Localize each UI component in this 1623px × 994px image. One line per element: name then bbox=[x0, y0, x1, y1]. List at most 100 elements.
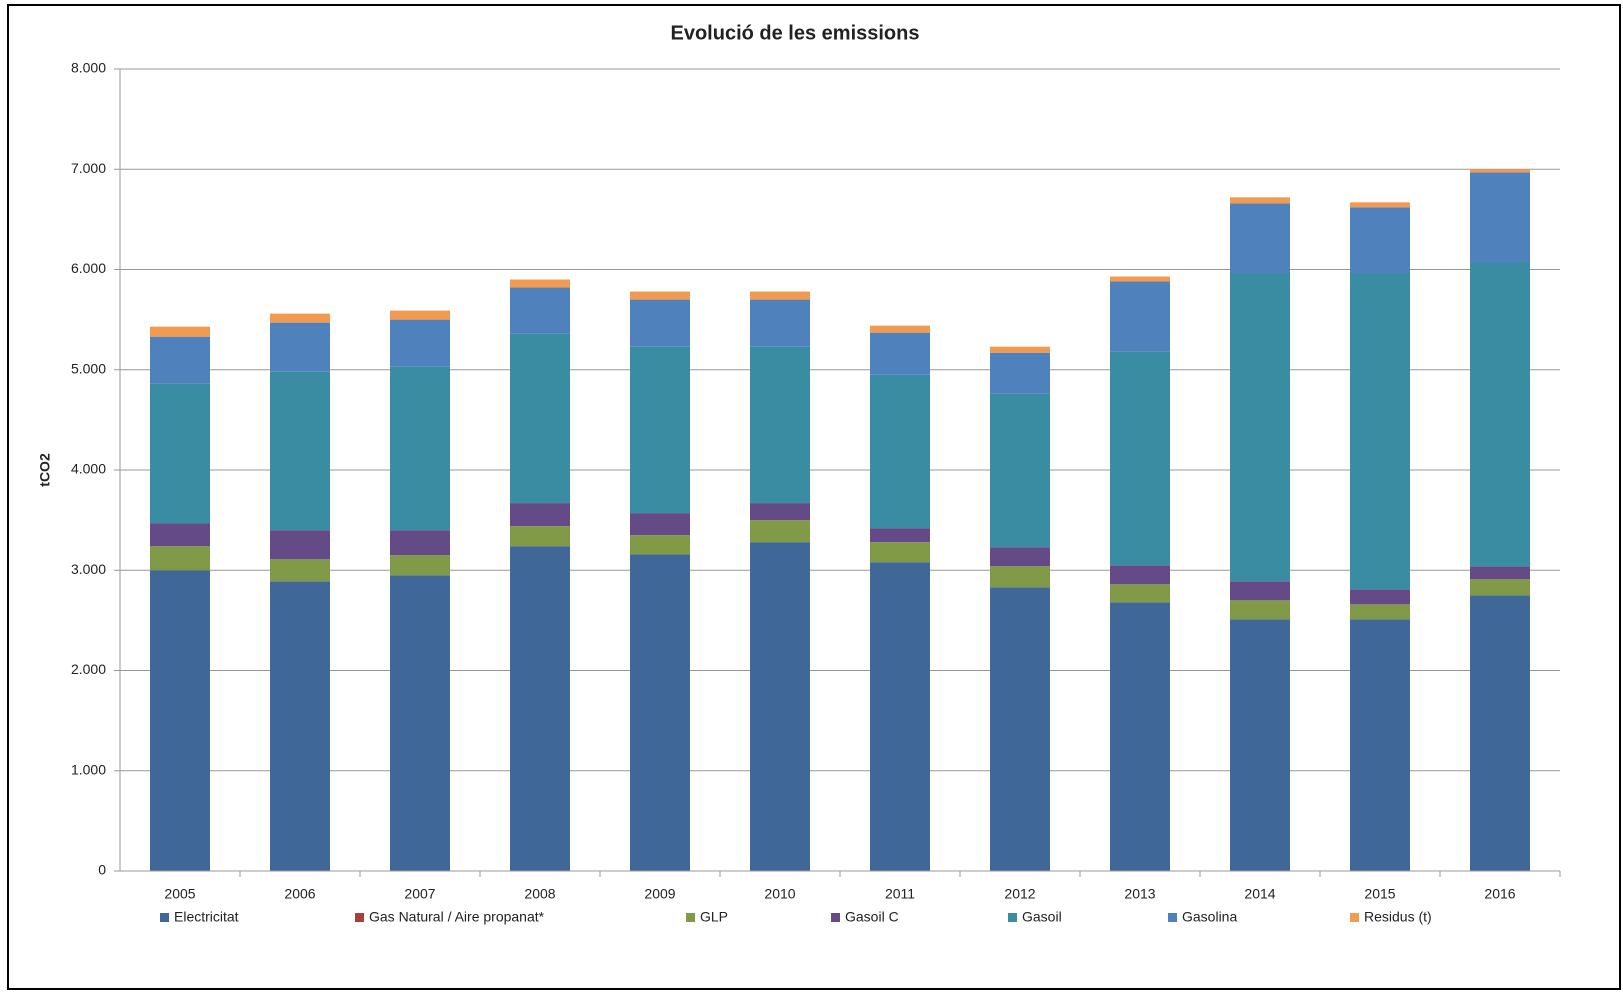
legend-swatch bbox=[831, 913, 840, 922]
x-tick-label: 2014 bbox=[1244, 886, 1275, 902]
y-tick-label: 6.000 bbox=[71, 260, 106, 276]
bar-segment bbox=[510, 526, 570, 547]
bar-segment bbox=[870, 325, 930, 333]
bar-segment bbox=[750, 291, 810, 300]
bar-segment bbox=[150, 326, 210, 337]
bar-segment bbox=[1230, 600, 1290, 620]
legend-label: Gasoil C bbox=[845, 909, 899, 925]
bar-segment bbox=[630, 291, 690, 300]
bar-segment bbox=[1110, 281, 1170, 352]
bar-segment bbox=[1470, 169, 1530, 173]
bar-segment bbox=[990, 393, 1050, 548]
legend-label: Gas Natural / Aire propanat* bbox=[369, 909, 545, 925]
bar-segment bbox=[510, 279, 570, 288]
legend-swatch bbox=[686, 913, 695, 922]
bar-segment bbox=[990, 566, 1050, 588]
x-tick-label: 2015 bbox=[1364, 886, 1395, 902]
bar-segment bbox=[390, 319, 450, 367]
chart-title: Evolució de les emissions bbox=[671, 22, 920, 44]
bar-segment bbox=[750, 503, 810, 521]
bar-segment bbox=[1350, 273, 1410, 590]
x-tick-label: 2009 bbox=[644, 886, 675, 902]
bar-segment bbox=[1110, 565, 1170, 585]
bar-segment bbox=[1350, 604, 1410, 620]
bar-segment bbox=[270, 559, 330, 582]
x-tick-label: 2006 bbox=[284, 886, 315, 902]
bar-segment bbox=[990, 587, 1050, 871]
bar-segment bbox=[390, 310, 450, 320]
bar-segment bbox=[630, 535, 690, 555]
bar-segment bbox=[270, 581, 330, 871]
bar-segment bbox=[1470, 595, 1530, 871]
bar-segment bbox=[630, 554, 690, 871]
y-tick-label: 8.000 bbox=[71, 60, 106, 76]
bar-segment bbox=[990, 346, 1050, 353]
bar-segment bbox=[390, 366, 450, 531]
x-tick-label: 2007 bbox=[404, 886, 435, 902]
bar-segment bbox=[870, 374, 930, 529]
bar-segment bbox=[1110, 584, 1170, 603]
x-tick-label: 2011 bbox=[885, 886, 915, 902]
legend-swatch bbox=[1008, 913, 1017, 922]
bar-segment bbox=[1110, 602, 1170, 871]
bar-segment bbox=[150, 523, 210, 547]
bar-segment bbox=[390, 530, 450, 556]
bar-segment bbox=[870, 562, 930, 871]
y-tick-label: 5.000 bbox=[71, 360, 106, 376]
bar-segment bbox=[870, 542, 930, 563]
bar-segment bbox=[1230, 273, 1290, 582]
bar-segment bbox=[150, 383, 210, 524]
bar-segment bbox=[1110, 351, 1170, 566]
bar-segment bbox=[630, 513, 690, 536]
bar-segment bbox=[1230, 619, 1290, 871]
bar-segment bbox=[1230, 197, 1290, 204]
bar-segment bbox=[630, 346, 690, 514]
bar-segment bbox=[1350, 202, 1410, 208]
x-tick-label: 2005 bbox=[164, 886, 195, 902]
y-tick-label: 3.000 bbox=[71, 561, 106, 577]
bar-segment bbox=[1110, 276, 1170, 282]
bar-segment bbox=[990, 352, 1050, 394]
y-axis-title: tCO2 bbox=[37, 453, 53, 487]
bar-segment bbox=[750, 346, 810, 504]
y-tick-label: 4.000 bbox=[71, 461, 106, 477]
legend-label: Residus (t) bbox=[1364, 909, 1432, 925]
bar-segment bbox=[1470, 172, 1530, 263]
bar-segment bbox=[1470, 579, 1530, 596]
bar-segment bbox=[510, 333, 570, 504]
bar-segment bbox=[1350, 207, 1410, 274]
bar-segment bbox=[750, 299, 810, 347]
legend-swatch bbox=[160, 913, 169, 922]
bar-segment bbox=[1230, 203, 1290, 274]
y-tick-label: 7.000 bbox=[71, 160, 106, 176]
bar-segment bbox=[510, 503, 570, 527]
bar-segment bbox=[510, 287, 570, 334]
bar-segment bbox=[870, 528, 930, 543]
bar-segment bbox=[270, 530, 330, 560]
bar-segment bbox=[150, 546, 210, 571]
bar-segment bbox=[270, 371, 330, 531]
bar-segment bbox=[870, 332, 930, 375]
bar-segment bbox=[390, 575, 450, 871]
x-tick-label: 2010 bbox=[764, 886, 795, 902]
bar-segment bbox=[630, 299, 690, 347]
x-tick-label: 2008 bbox=[524, 886, 555, 902]
bar-segment bbox=[1350, 619, 1410, 871]
bar-segment bbox=[150, 570, 210, 871]
x-tick-label: 2016 bbox=[1484, 886, 1515, 902]
bar-segment bbox=[390, 555, 450, 576]
legend-label: Gasoil bbox=[1022, 909, 1062, 925]
bar-segment bbox=[510, 546, 570, 871]
legend-swatch bbox=[1168, 913, 1177, 922]
legend-label: Electricitat bbox=[174, 909, 239, 925]
y-tick-label: 2.000 bbox=[71, 661, 106, 677]
bar-segment bbox=[1230, 581, 1290, 601]
bar-segment bbox=[150, 336, 210, 384]
x-tick-label: 2013 bbox=[1124, 886, 1155, 902]
legend-swatch bbox=[355, 913, 364, 922]
bar-segment bbox=[750, 520, 810, 543]
y-tick-label: 0 bbox=[98, 862, 106, 878]
legend-label: Gasolina bbox=[1182, 909, 1237, 925]
legend-swatch bbox=[1350, 913, 1359, 922]
